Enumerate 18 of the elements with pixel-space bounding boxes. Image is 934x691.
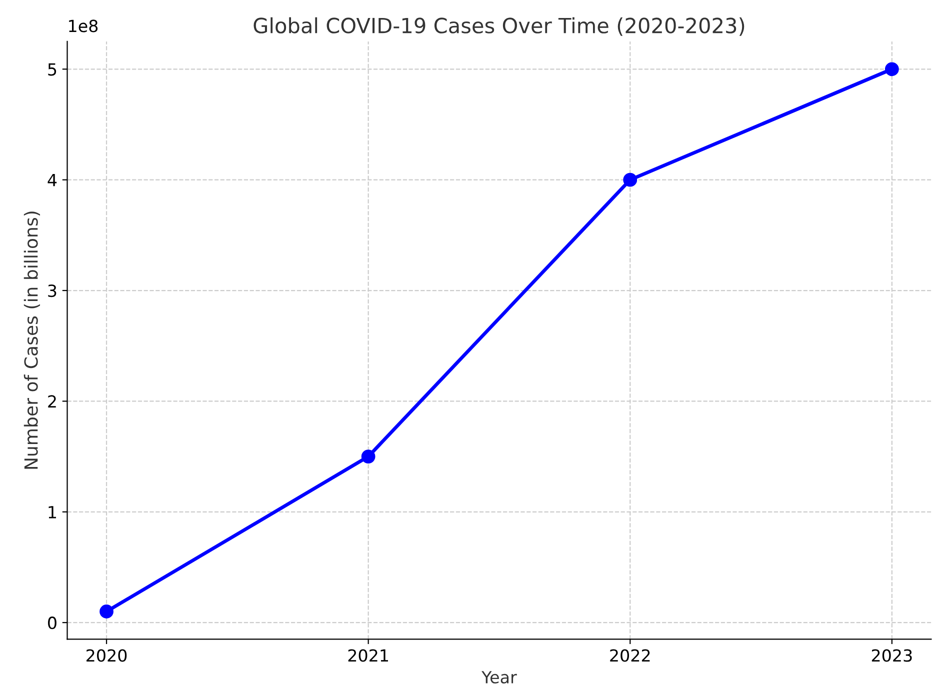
y-tick-label: 4 xyxy=(48,174,57,186)
y-tick-label: 5 xyxy=(48,63,56,76)
y-tick-label: 1 xyxy=(48,506,56,518)
x-axis-title: Year xyxy=(482,671,517,684)
y-tick-label: 3 xyxy=(48,284,56,298)
x-tick-label: 2021 xyxy=(348,649,388,662)
y-axis-title: Number of Cases (in billions) xyxy=(24,212,40,469)
x-tick-label: 2022 xyxy=(610,649,650,662)
point xyxy=(623,172,638,187)
y-tick-label: 0 xyxy=(48,616,56,630)
point xyxy=(884,62,899,76)
text: 1e8 xyxy=(69,20,98,32)
chart-title: Global COVID-19 Cases Over Time (2020-2023) xyxy=(254,17,744,36)
x-tick-label: 2023 xyxy=(872,649,912,662)
y-tick-label: 2 xyxy=(48,395,56,408)
x-tick-label: 2020 xyxy=(86,649,127,662)
point xyxy=(361,450,376,464)
point xyxy=(100,604,114,618)
